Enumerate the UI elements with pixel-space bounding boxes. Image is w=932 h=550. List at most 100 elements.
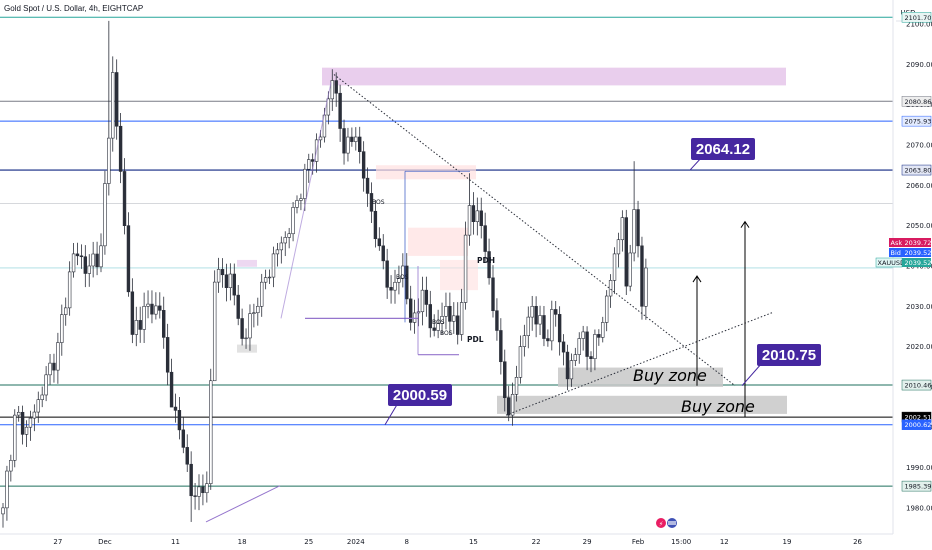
- callout-connector: [384, 402, 399, 426]
- candle: [299, 193, 303, 211]
- candle: [616, 232, 621, 268]
- x-tick-label: 8: [405, 538, 409, 546]
- candle-body: [432, 327, 436, 331]
- candle-body: [56, 342, 60, 371]
- candle-body: [236, 294, 240, 319]
- y-tick-label: 2050.00: [906, 222, 932, 230]
- candle: [173, 393, 178, 423]
- price-level-tag-text: 2063.80: [905, 167, 932, 175]
- price-level-tag: 2063.80: [901, 164, 932, 176]
- candle: [518, 335, 523, 384]
- price-axis[interactable]: USD1980.001990.002000.002010.002020.0020…: [875, 0, 932, 550]
- y-tick-label: 2090.00: [906, 61, 932, 69]
- candle: [506, 385, 511, 422]
- callout-connector: [741, 362, 763, 387]
- x-tick-label: 15: [469, 538, 478, 546]
- candle-body: [154, 305, 158, 315]
- candle: [444, 292, 448, 330]
- candle-body: [118, 125, 123, 172]
- price-level-tag-box: [901, 379, 932, 391]
- candle: [248, 304, 252, 351]
- price-axis-bg: [893, 0, 932, 550]
- candle-body: [408, 298, 413, 323]
- price-level-tag: 1985.39: [901, 480, 932, 492]
- candle-body: [67, 271, 72, 309]
- candle: [240, 308, 244, 346]
- quote-value-box: [902, 248, 931, 257]
- candle: [369, 182, 374, 224]
- candle-body: [632, 209, 636, 254]
- candle-body: [197, 486, 201, 497]
- candle: [56, 332, 60, 384]
- candle-body: [216, 269, 221, 283]
- candle-body: [20, 411, 25, 435]
- candle: [169, 358, 174, 408]
- candle: [118, 112, 123, 184]
- candle-body: [99, 245, 103, 268]
- candle-body: [644, 267, 648, 307]
- candle: [103, 170, 107, 255]
- candle-body: [111, 72, 115, 139]
- candle-body: [244, 337, 248, 340]
- candle-body: [142, 305, 146, 330]
- candle: [60, 304, 64, 356]
- quote-value: 2039.52: [905, 259, 932, 267]
- x-tick-label: 18: [238, 538, 247, 546]
- candle: [612, 247, 617, 294]
- candle: [330, 69, 334, 111]
- candle-body: [44, 374, 48, 396]
- candle-body: [24, 426, 29, 435]
- price-level-tag-text: 2075.93: [905, 118, 932, 126]
- price-level-tag-text: 1985.39: [905, 483, 932, 491]
- candle: [589, 351, 593, 373]
- candle: [640, 236, 644, 320]
- candle: [358, 126, 362, 164]
- structure-label: BOS: [432, 319, 445, 326]
- candle-body: [534, 305, 538, 325]
- y-tick-label: 1990.00: [906, 464, 932, 472]
- candle-body: [173, 406, 178, 411]
- candle-body: [64, 307, 68, 315]
- candle: [361, 141, 366, 192]
- candle-body: [620, 217, 625, 241]
- price-callout-text: 2000.59: [393, 387, 447, 404]
- candle: [604, 290, 609, 332]
- candle: [354, 127, 358, 151]
- candle-body: [201, 486, 205, 494]
- candle: [158, 292, 162, 319]
- candle: [495, 298, 499, 341]
- price-level-tag-text: 2002.51: [905, 414, 932, 422]
- y-tick-label: 2100.00: [906, 21, 932, 29]
- x-tick-label: Dec: [98, 538, 112, 546]
- candle-body: [577, 338, 581, 355]
- candle-body: [267, 276, 272, 279]
- candle: [64, 297, 68, 326]
- candle: [514, 365, 519, 402]
- candle: [475, 197, 480, 236]
- candle: [209, 368, 213, 490]
- candle-body: [385, 260, 389, 288]
- candle-body: [107, 137, 111, 184]
- candle-body: [52, 362, 56, 371]
- candle-body: [350, 136, 354, 142]
- candle: [459, 288, 464, 341]
- candle-body: [193, 495, 197, 497]
- candle-body: [114, 72, 119, 127]
- candle: [32, 404, 37, 432]
- candle: [573, 347, 578, 367]
- candle: [307, 153, 311, 183]
- time-axis[interactable]: 27 Dec 11 18 25 2024 8 15 22 29 Feb 15:00 12 19 26 ⚡: [0, 518, 893, 550]
- candle: [408, 285, 413, 331]
- candle: [275, 242, 280, 267]
- candle-body: [616, 239, 621, 255]
- candle-body: [581, 331, 585, 339]
- candle-body: [5, 470, 9, 509]
- candle: [593, 329, 597, 371]
- candle-body: [252, 312, 256, 314]
- candle-body: [412, 312, 417, 323]
- zones: [237, 67, 787, 414]
- quote-value: 2039.72: [905, 239, 932, 247]
- candle: [111, 56, 115, 152]
- price-level-tag-box: [901, 164, 932, 176]
